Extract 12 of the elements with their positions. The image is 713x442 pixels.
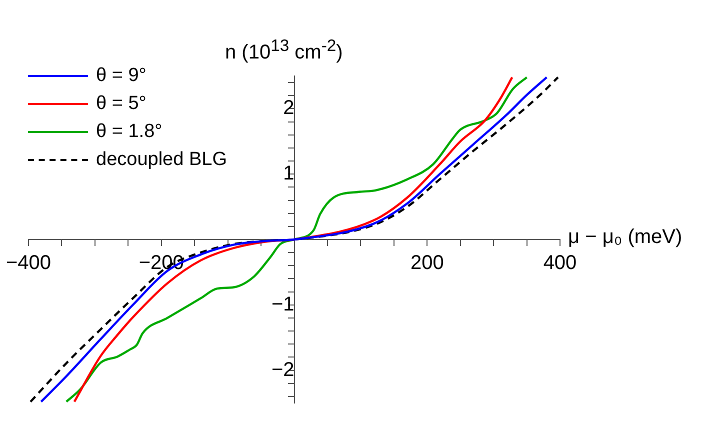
legend-label: θ = 1.8°	[96, 121, 162, 143]
x-axis-title: μ − μ₀ (meV)	[568, 226, 682, 249]
x-tick-label: −400	[6, 252, 52, 274]
y-tick-label: −1	[271, 293, 294, 316]
legend-label: θ = 9°	[96, 65, 146, 87]
y-tick-label: −2	[271, 358, 294, 381]
legend-label: θ = 5°	[96, 93, 146, 115]
y-tick-label: 2	[283, 97, 294, 120]
x-tick-label: 200	[410, 252, 444, 274]
x-tick-label: 400	[543, 252, 577, 274]
y-axis-title: n (10$^{13}$ cm$^{-2}$)	[225, 36, 343, 65]
legend-label: decoupled BLG	[96, 149, 227, 171]
